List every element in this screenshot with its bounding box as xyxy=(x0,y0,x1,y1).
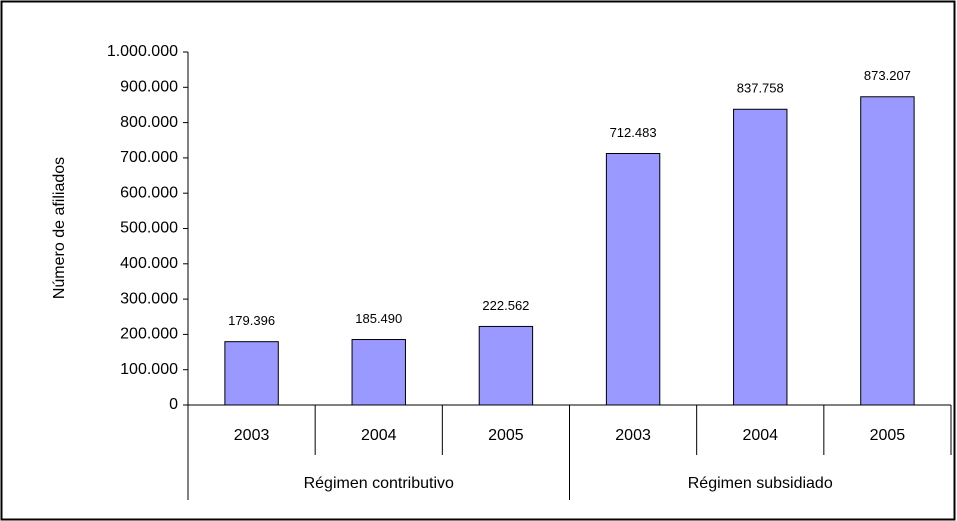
x-tick-label: 2004 xyxy=(361,427,397,444)
x-tick-label: 2003 xyxy=(615,427,651,444)
bar xyxy=(860,96,915,406)
y-tick-label: 300.000 xyxy=(120,290,178,307)
y-tick-label: 900.000 xyxy=(120,79,178,96)
bar xyxy=(733,108,788,406)
y-tick-label: 0 xyxy=(169,396,178,413)
value-label: 712.483 xyxy=(610,125,657,140)
value-label: 185.490 xyxy=(355,311,402,326)
y-tick-label: 100.000 xyxy=(120,361,178,378)
x-tick-label: 2005 xyxy=(870,427,906,444)
y-tick-label: 200.000 xyxy=(120,326,178,343)
value-label: 837.758 xyxy=(737,81,784,96)
x-tick-label: 2005 xyxy=(488,427,524,444)
y-tick-label: 800.000 xyxy=(120,114,178,131)
y-tick-label: 400.000 xyxy=(120,255,178,272)
x-tick-label: 2004 xyxy=(742,427,778,444)
y-axis-label: Número de afiliados xyxy=(51,157,68,299)
bar xyxy=(351,339,406,406)
y-tick-label: 500.000 xyxy=(120,220,178,237)
value-label: 222.562 xyxy=(482,298,529,313)
y-tick-label: 600.000 xyxy=(120,184,178,201)
value-label: 873.207 xyxy=(864,68,911,83)
y-tick-label: 700.000 xyxy=(120,149,178,166)
bar xyxy=(478,325,534,406)
x-tick-label: 2003 xyxy=(234,427,270,444)
y-tick-label: 1.000.000 xyxy=(107,43,178,60)
group-label: Régimen subsidiado xyxy=(688,475,833,492)
bar xyxy=(224,341,279,406)
bar xyxy=(605,152,661,406)
value-label: 179.396 xyxy=(228,313,275,328)
group-label: Régimen contributivo xyxy=(304,475,454,492)
